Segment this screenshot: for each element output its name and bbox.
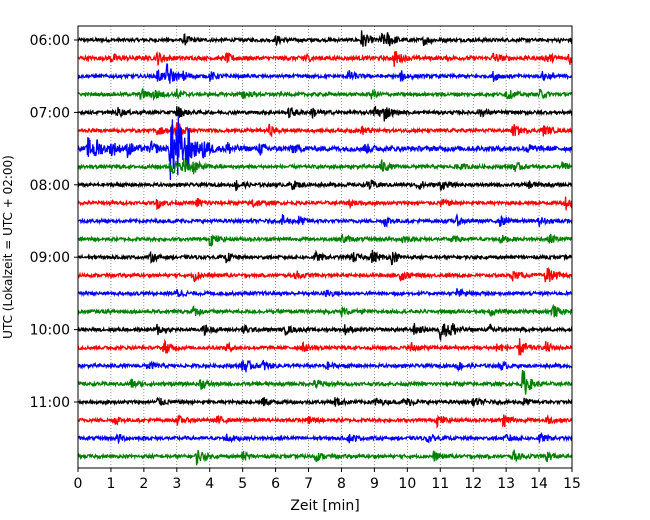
trace-line <box>77 233 573 247</box>
x-tick-label: 6 <box>271 476 280 492</box>
trace-line <box>77 303 573 318</box>
x-axis: 0 1 2 3 4 5 6 7 8 9 10 11 12 13 14 15 <box>74 468 581 492</box>
x-tick-label: 7 <box>304 476 313 492</box>
trace-line <box>77 431 573 445</box>
plot-frame <box>77 25 573 469</box>
x-tick-label: 0 <box>74 476 83 492</box>
x-tick-label: 11 <box>431 476 449 492</box>
trace-line <box>77 212 573 228</box>
x-tick-label: 4 <box>205 476 214 492</box>
x-tick-label: 5 <box>238 476 247 492</box>
x-tick-label: 15 <box>563 476 581 492</box>
trace-line <box>77 413 573 429</box>
x-tick-label: 12 <box>464 476 482 492</box>
trace-line <box>77 86 573 102</box>
trace-line <box>77 122 573 139</box>
x-tick-label: 2 <box>139 476 148 492</box>
trace-line <box>77 359 573 373</box>
trace-line <box>77 116 573 181</box>
x-tick-label: 10 <box>398 476 416 492</box>
y-tick-label: 06:00 <box>30 33 70 49</box>
x-tick-label: 8 <box>337 476 346 492</box>
trace-line <box>77 369 573 395</box>
x-tick-label: 1 <box>106 476 115 492</box>
trace-line <box>77 158 573 175</box>
x-tick-label: 9 <box>370 476 379 492</box>
trace-line <box>77 179 573 192</box>
y-tick-label: 09:00 <box>30 250 70 266</box>
seismogram-traces <box>77 30 573 466</box>
trace-line <box>77 50 573 67</box>
trace-line <box>77 249 573 266</box>
x-tick-label: 13 <box>497 476 515 492</box>
trace-line <box>77 196 573 211</box>
x-tick-label: 14 <box>530 476 548 492</box>
y-tick-label: 08:00 <box>30 178 70 194</box>
trace-line <box>77 287 573 299</box>
y-tick-label: 10:00 <box>30 323 70 339</box>
y-tick-label: 07:00 <box>30 105 70 121</box>
y-tick-label: 11:00 <box>30 395 70 411</box>
trace-line <box>77 105 573 122</box>
trace-line <box>77 266 573 283</box>
y-axis-label: UTC (Lokalzeit = UTC + 02:00) <box>1 155 15 339</box>
trace-line <box>77 338 573 356</box>
trace-line <box>77 323 573 342</box>
x-axis-label: Zeit [min] <box>290 498 359 514</box>
trace-line <box>78 396 573 407</box>
trace-line <box>77 30 573 47</box>
y-axis: 06:00 07:00 08:00 09:00 10:00 11:00 <box>30 33 78 411</box>
trace-line <box>77 449 573 466</box>
trace-line <box>77 63 573 84</box>
x-tick-label: 3 <box>172 476 181 492</box>
